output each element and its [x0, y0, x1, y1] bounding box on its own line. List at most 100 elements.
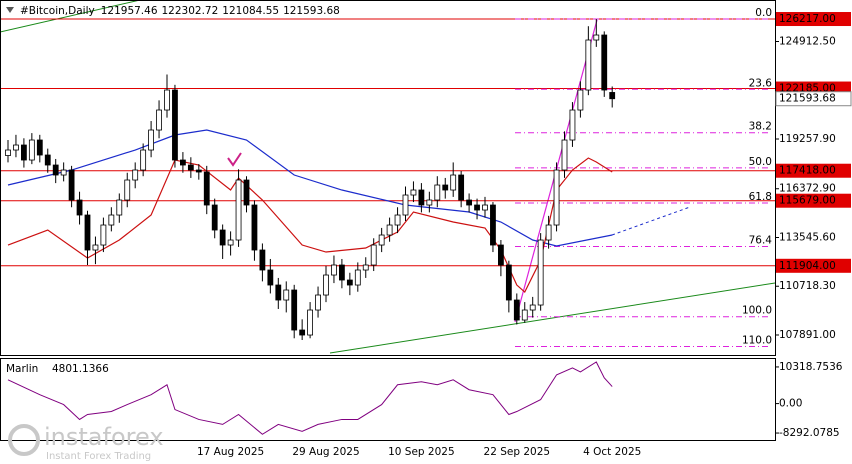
candle-body [482, 204, 488, 211]
indicator-line [7, 361, 613, 435]
candle-body [36, 139, 43, 156]
candle-body [164, 89, 170, 111]
current-price-label: 121593.68 [779, 93, 836, 105]
candle-body [410, 189, 417, 196]
candle-body [354, 269, 361, 286]
candle-body [307, 309, 314, 336]
candle-body [251, 204, 258, 251]
price-panel-frame [0, 0, 776, 356]
candle-body [553, 169, 560, 226]
candle-body [323, 274, 329, 296]
ohlc-low: 121084.55 [222, 5, 279, 17]
candle-body [609, 92, 616, 100]
candle-body [243, 179, 250, 206]
y-tick-label: -8292.0785 [779, 427, 840, 439]
candle-body [474, 204, 480, 211]
chart-title: #Bitcoin,Daily 121957.46 122302.72 121084.5… [20, 5, 340, 17]
fib-label: 76.4 [749, 234, 773, 246]
candle-body [545, 224, 552, 241]
candle-body [299, 329, 306, 336]
candle-body [235, 179, 242, 241]
candle-body [442, 184, 449, 191]
candle-body [338, 264, 345, 281]
ohlc-high: 122302.72 [162, 5, 219, 17]
candle-body [394, 214, 401, 226]
candle-body [402, 194, 409, 216]
candle-body [92, 244, 99, 251]
fib-label: 38.2 [749, 121, 772, 133]
candle-body [227, 239, 234, 246]
candle-body [426, 199, 433, 206]
candle-body [124, 179, 131, 201]
candle-body [378, 234, 385, 246]
level-label: 126217.00 [779, 13, 836, 25]
candle-body [331, 264, 337, 276]
candle-body [593, 34, 600, 41]
watermark-tagline: Instant Forex Trading [46, 451, 151, 462]
candle-body [13, 144, 19, 151]
indicator-value: 4801.1366 [52, 363, 109, 375]
candle-body [211, 204, 218, 231]
candle-body [505, 264, 512, 301]
level-label: 117418.00 [779, 165, 836, 177]
candle-body [275, 284, 282, 301]
fib-label: 100.0 [742, 305, 772, 317]
candle-body [203, 171, 210, 206]
candle-body [561, 139, 568, 171]
level-label-box [776, 258, 851, 273]
level-label: 115679.00 [779, 195, 836, 207]
drawings [0, 0, 776, 354]
candle-body [5, 149, 11, 156]
candle-body [187, 164, 194, 171]
level-label-box [776, 193, 851, 208]
candle-body [601, 34, 608, 91]
x-tick-label: 4 Oct 2025 [583, 446, 641, 458]
ohlc-close: 121593.68 [283, 5, 340, 17]
candle-body [116, 199, 123, 216]
candle-body [148, 129, 155, 151]
y-tick-label: 0.00 [779, 398, 802, 410]
candle-body [569, 109, 576, 141]
x-tick-label: 29 Aug 2025 [292, 446, 359, 458]
moving-average [7, 129, 613, 247]
candle-body [108, 214, 115, 226]
candle-body [490, 204, 496, 246]
candle-body [450, 174, 457, 191]
trend-line [329, 282, 776, 354]
y-tick-label: 110718.30 [779, 280, 836, 292]
indicator-name: Marlin [6, 363, 38, 375]
title-icon [6, 7, 14, 13]
candle-body [346, 279, 353, 286]
logo-icon [8, 424, 40, 456]
candle-body [100, 224, 107, 246]
x-tick-label: 17 Aug 2025 [197, 446, 264, 458]
candle-body [44, 154, 51, 166]
candle-body [585, 39, 592, 91]
candle-body [52, 164, 59, 176]
x-tick-label: 10 Sep 2025 [388, 446, 455, 458]
level-label-box [776, 163, 851, 178]
candle-body [513, 299, 520, 321]
candle-body [267, 269, 274, 286]
level-label: 111904.00 [779, 260, 836, 272]
watermark-brand: instaforex [44, 423, 164, 451]
candle-body [466, 199, 473, 206]
watermark: instaforex Instant Forex Trading [8, 423, 164, 462]
candle-body [28, 139, 35, 161]
candle-body [195, 169, 202, 173]
candle-body [418, 189, 425, 206]
candle-body [140, 149, 147, 171]
candle-body [156, 109, 162, 131]
candle-body [132, 169, 139, 181]
candle-body [68, 169, 75, 201]
candle-body [434, 184, 441, 201]
indicator-panel-frame [0, 358, 776, 441]
candle-body [537, 239, 544, 306]
x-tick-label: 22 Sep 2025 [484, 446, 551, 458]
candle-body [458, 174, 465, 201]
candle-body [291, 289, 298, 331]
ohlc-open: 121957.46 [101, 5, 158, 17]
fib-label: 0.0 [755, 7, 772, 19]
